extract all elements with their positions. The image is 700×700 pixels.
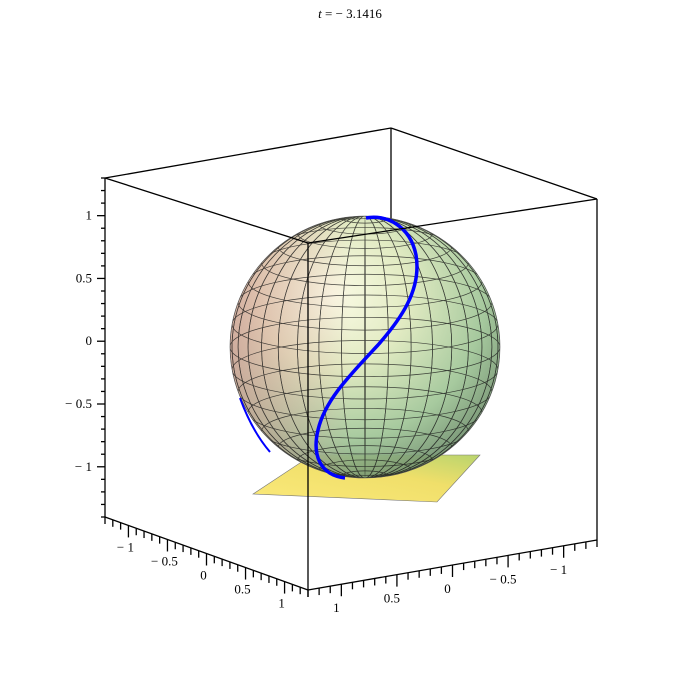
sphere-meridian	[231, 216, 499, 478]
curve-on-sphere	[314, 215, 419, 480]
x-tick-label: − 0.5	[151, 553, 178, 568]
box-back-edges	[104, 127, 598, 540]
x-tick-label: − 1	[117, 539, 134, 554]
y-tick-label: 0.5	[384, 591, 400, 606]
y-tick-label: − 0.5	[490, 571, 517, 586]
sphere-meridian	[341, 216, 389, 478]
sphere-meridian	[277, 216, 453, 478]
axis-ticks	[97, 177, 598, 597]
x-tick-label: 0	[200, 568, 207, 583]
sphere-meridian	[247, 216, 483, 478]
y-tick-label: 1	[333, 600, 340, 615]
sphere-meridian	[261, 216, 469, 478]
sphere-meridian	[364, 216, 366, 478]
sphere-parallel	[230, 316, 500, 378]
axis-tick-labels: 1 0.5 0 − 0.5 − 1 − 1 − 0.5 0 0.5 1 1 0.5 0 − 0.5 − 1	[65, 208, 567, 616]
z-tick-label: 0.5	[76, 270, 92, 285]
x-tick-label: 1	[278, 596, 285, 611]
box-front-edges	[104, 177, 598, 591]
z-tick-label: − 0.5	[65, 396, 92, 411]
sphere-surface	[229, 215, 501, 479]
chart-title: t = − 3.1416	[318, 6, 382, 21]
x-tick-label: 0.5	[234, 582, 250, 597]
y-tick-label: 0	[444, 581, 451, 596]
sphere-meridian	[318, 216, 412, 478]
sphere-meridian	[237, 216, 493, 478]
sphere-meridian	[297, 216, 433, 478]
z-tick-label: − 1	[75, 459, 92, 474]
z-tick-label: 0	[86, 333, 93, 348]
y-tick-label: − 1	[550, 562, 567, 577]
curve-on-sphere-edge	[239, 397, 271, 453]
z-tick-label: 1	[86, 208, 93, 223]
